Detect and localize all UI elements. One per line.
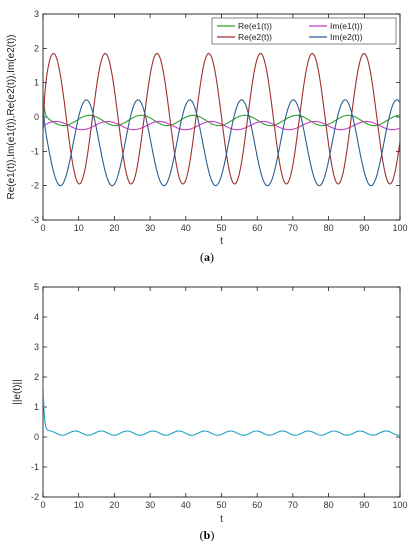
caption-b-letter: b <box>204 528 211 542</box>
x-tick-label: 100 <box>392 223 407 233</box>
x-tick-label: 50 <box>216 500 226 510</box>
chart-panel-b: -2 -1 0 1 2 3 4 5 0 10 20 30 40 50 60 70 80 90 100 t ||e(… <box>12 282 408 525</box>
y-axis-label-b: ||e(t)|| <box>12 379 23 404</box>
x-axis-b: 0 10 20 30 40 50 60 70 80 90 100 <box>40 287 408 510</box>
x-axis-label-a: t <box>220 236 223 247</box>
chart-panel-a: -3 -2 -1 0 1 2 3 0 10 20 30 40 50 60 70 80 90 100 t Re(e… <box>6 9 408 247</box>
x-tick-label: 40 <box>181 500 191 510</box>
x-tick-label: 50 <box>216 223 226 233</box>
x-tick-label: 0 <box>40 223 45 233</box>
series-line-re-e1-t <box>43 89 400 127</box>
y-axis-b: -2 -1 0 1 2 3 4 5 <box>31 282 400 502</box>
x-tick-label: 80 <box>324 500 334 510</box>
legend-label-im-e1-t: Im(e1(t)) <box>330 21 363 31</box>
y-tick-label: 3 <box>34 342 39 352</box>
x-tick-label: 70 <box>288 223 298 233</box>
y-tick-label: 0 <box>34 432 39 442</box>
y-axis-label-a: Re(e1(t)),Im(e1(t)),Re(e2(t)),Im(e2(t)) <box>6 34 17 199</box>
legend-box <box>211 17 397 45</box>
x-tick-label: 70 <box>288 500 298 510</box>
x-tick-label: 20 <box>109 500 119 510</box>
y-tick-label: -2 <box>31 492 39 502</box>
y-tick-label: 2 <box>34 43 39 53</box>
y-tick-label: 1 <box>34 402 39 412</box>
y-tick-label: -3 <box>31 215 39 225</box>
legend-label-re-e1-t: Re(e1(t)) <box>238 21 272 31</box>
y-tick-label: -2 <box>31 181 39 191</box>
x-tick-label: 0 <box>40 500 45 510</box>
y-tick-label: 0 <box>34 112 39 122</box>
plot-area-b <box>42 286 401 498</box>
series-lines-b <box>43 382 400 436</box>
series-line-series-0 <box>43 382 400 436</box>
series-line-im-e2-t <box>43 99 400 187</box>
caption-a: (a) <box>200 250 214 264</box>
x-tick-label: 30 <box>145 223 155 233</box>
legend-a: Re(e1(t)) Im(e1(t)) Re(e2(t)) Im(e2(t)) <box>211 17 397 45</box>
caption-a-letter: a <box>204 250 210 264</box>
series-line-re-e2-t <box>43 52 400 185</box>
y-tick-label: 1 <box>34 78 39 88</box>
x-axis-a: 0 10 20 30 40 50 60 70 80 90 100 <box>40 14 408 233</box>
x-tick-label: 10 <box>74 223 84 233</box>
x-tick-label: 90 <box>359 500 369 510</box>
x-tick-label: 90 <box>359 223 369 233</box>
x-tick-label: 60 <box>252 500 262 510</box>
y-tick-label: 4 <box>34 312 39 322</box>
x-tick-label: 30 <box>145 500 155 510</box>
series-line-im-e1-t <box>43 120 400 131</box>
x-tick-label: 20 <box>109 223 119 233</box>
x-tick-label: 40 <box>181 223 191 233</box>
x-tick-label: 60 <box>252 223 262 233</box>
x-axis-label-b: t <box>220 514 223 525</box>
y-tick-label: 5 <box>34 282 39 292</box>
x-tick-label: 10 <box>74 500 84 510</box>
y-tick-label: 2 <box>34 372 39 382</box>
legend-label-re-e2-t: Re(e2(t)) <box>238 32 272 42</box>
series-lines-a <box>43 52 400 187</box>
x-tick-label: 100 <box>392 500 407 510</box>
x-tick-label: 80 <box>324 223 334 233</box>
y-tick-label: -1 <box>31 146 39 156</box>
y-tick-label: -1 <box>31 462 39 472</box>
caption-b: (b) <box>200 528 215 542</box>
y-tick-label: 3 <box>34 9 39 19</box>
y-axis-a: -3 -2 -1 0 1 2 3 <box>31 9 400 225</box>
legend-label-im-e2-t: Im(e2(t)) <box>330 32 363 42</box>
